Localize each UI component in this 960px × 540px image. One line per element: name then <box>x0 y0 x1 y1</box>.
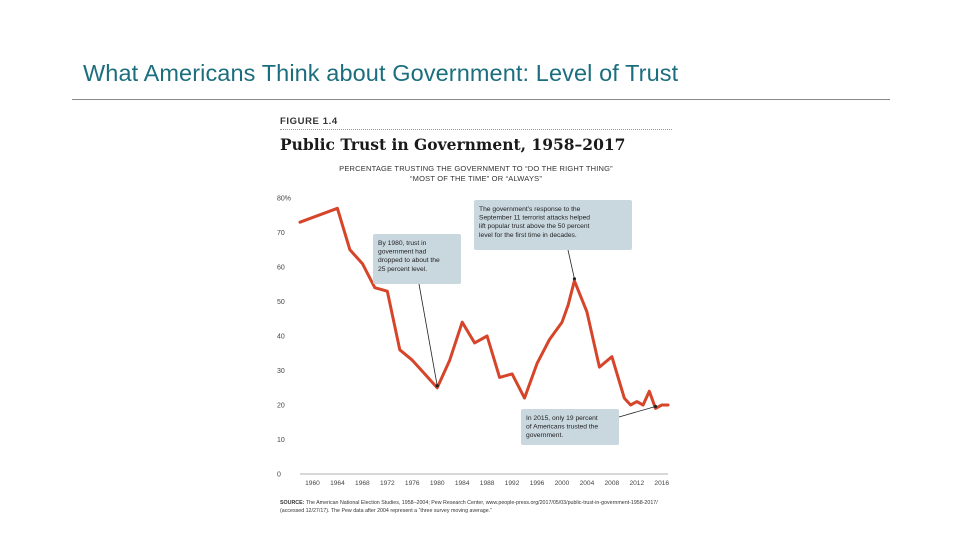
y-tick-label: 60 <box>277 265 285 272</box>
x-tick-label: 1988 <box>480 480 495 487</box>
trust-series-line <box>298 206 670 410</box>
figure: FIGURE 1.4 Public Trust in Government, 1… <box>276 112 676 522</box>
callout-leader <box>418 283 438 386</box>
figure-subtitle-line2: “MOST OF THE TIME” OR “ALWAYS” <box>409 174 543 183</box>
callout-text: In 2015, only 19 percent <box>526 415 598 422</box>
callout-arrow-dot <box>435 384 439 388</box>
y-tick-label: 70 <box>277 230 285 237</box>
x-tick-label: 1972 <box>380 480 395 487</box>
x-tick-label: 2016 <box>654 480 669 487</box>
callout-text: dropped to about the <box>378 257 440 264</box>
y-tick-label: 10 <box>277 437 285 444</box>
y-tick-label: 0 <box>277 472 281 479</box>
x-tick-label: 1968 <box>355 480 370 487</box>
x-tick-label: 1960 <box>305 480 320 487</box>
figure-subtitle-line1: PERCENTAGE TRUSTING THE GOVERNMENT TO “D… <box>339 164 613 173</box>
x-tick-label: 2004 <box>580 480 595 487</box>
y-tick-label: 40 <box>277 334 285 341</box>
x-tick-label: 1992 <box>505 480 520 487</box>
callout-text: government. <box>526 432 563 439</box>
callout-leader <box>567 249 575 279</box>
x-tick-label: 1964 <box>330 480 345 487</box>
x-tick-label: 1996 <box>530 480 545 487</box>
callout-text: By 1980, trust in <box>378 240 427 247</box>
source-note: SOURCE: The American National Election S… <box>280 499 676 515</box>
callout-box <box>474 200 632 250</box>
callout-text: 25 percent level. <box>378 266 427 273</box>
x-tick-label: 2008 <box>605 480 620 487</box>
y-tick-label: 20 <box>277 403 285 410</box>
callout-text: lift popular trust above the 50 percent <box>479 223 590 230</box>
callout-box <box>373 234 461 284</box>
callout-text: September 11 terrorist attacks helped <box>479 215 590 222</box>
x-axis: 1960 1964 1968 1972 1976 1980 1984 1988 1992 1996… <box>300 473 669 487</box>
callout-arrow-dot <box>653 404 658 409</box>
x-tick-label: 1976 <box>405 480 420 487</box>
slide-title: What Americans Think about Government: L… <box>83 60 679 86</box>
callout-text: level for the first time in decades. <box>479 232 577 239</box>
x-tick-label: 1984 <box>455 480 470 487</box>
x-tick-label: 1980 <box>430 480 445 487</box>
y-tick-label: 80% <box>277 196 291 203</box>
y-axis: 80% 70 60 50 40 30 20 10 0 <box>277 196 291 479</box>
figure-label: FIGURE 1.4 <box>280 116 338 127</box>
y-tick-label: 50 <box>277 299 285 306</box>
title-divider <box>72 99 890 100</box>
callout-text: The government’s response to the <box>479 206 581 213</box>
x-tick-label: 2012 <box>629 480 644 487</box>
callout-box <box>521 409 619 445</box>
y-tick-label: 30 <box>277 368 285 375</box>
figure-dotted-rule <box>280 129 672 130</box>
callout-arrow-dot <box>572 277 577 281</box>
source-text: The American National Election Studies, … <box>280 500 658 514</box>
source-label: SOURCE: <box>280 500 305 506</box>
figure-heading: Public Trust in Government, 1958–2017 <box>280 135 626 154</box>
callout-text: of Americans trusted the <box>526 424 598 431</box>
callout-text: government had <box>378 249 427 256</box>
callout-leader <box>618 406 656 418</box>
x-tick-label: 2000 <box>555 480 570 487</box>
series-group <box>298 206 670 410</box>
